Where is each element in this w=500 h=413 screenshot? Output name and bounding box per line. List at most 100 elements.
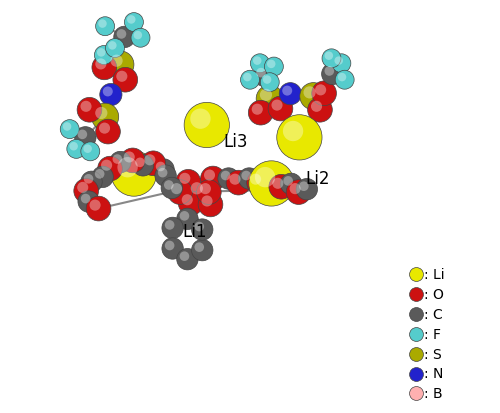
Circle shape [268,96,293,121]
Circle shape [98,19,106,28]
Circle shape [253,56,262,65]
Circle shape [334,56,343,65]
Circle shape [135,157,145,167]
Circle shape [311,101,322,112]
Circle shape [182,194,193,205]
Circle shape [110,55,122,67]
Text: Li3: Li3 [223,133,248,151]
Circle shape [164,180,173,190]
Circle shape [180,211,190,221]
Circle shape [277,115,322,160]
Circle shape [132,154,154,176]
Circle shape [200,166,226,191]
Circle shape [63,122,72,131]
Circle shape [256,68,266,77]
Circle shape [184,102,230,147]
Circle shape [113,67,138,92]
Circle shape [110,151,131,173]
Circle shape [92,55,116,80]
Circle shape [84,174,94,184]
Circle shape [74,178,98,203]
Text: Li1: Li1 [182,223,206,242]
Circle shape [260,89,272,101]
Circle shape [165,241,174,250]
Circle shape [304,86,316,98]
Circle shape [100,83,122,106]
Circle shape [192,219,213,240]
Circle shape [179,173,190,184]
Circle shape [95,169,104,179]
Circle shape [84,145,92,153]
Circle shape [240,70,260,89]
Circle shape [192,240,213,261]
Circle shape [202,195,212,206]
Circle shape [187,178,214,206]
Circle shape [112,154,122,164]
Circle shape [204,169,215,180]
Circle shape [242,171,251,180]
Circle shape [256,85,283,112]
Circle shape [178,191,203,216]
Circle shape [92,166,114,188]
Circle shape [196,180,221,204]
Circle shape [248,100,273,125]
Legend: : Li, : O, : C, : F, : S, : N, : B: : Li, : O, : C, : F, : S, : N, : B [406,264,449,406]
Circle shape [168,180,192,204]
Circle shape [190,182,203,195]
Circle shape [200,183,211,194]
Circle shape [312,81,336,106]
Circle shape [156,161,166,171]
Circle shape [176,208,198,230]
Circle shape [116,71,128,82]
Circle shape [86,196,111,221]
Circle shape [272,100,282,111]
Circle shape [112,151,156,196]
Circle shape [101,159,112,171]
Circle shape [226,170,251,195]
Circle shape [97,48,106,57]
Circle shape [252,104,263,115]
Circle shape [250,173,261,185]
Circle shape [221,171,230,180]
Circle shape [81,194,90,203]
Circle shape [90,199,101,211]
Circle shape [162,238,184,259]
Circle shape [296,178,318,200]
Circle shape [95,107,108,119]
Circle shape [264,57,283,76]
Circle shape [290,183,300,194]
Circle shape [246,170,272,195]
Circle shape [134,31,142,39]
Circle shape [74,127,96,148]
Circle shape [120,148,145,173]
Circle shape [249,161,294,206]
Circle shape [230,173,240,185]
Circle shape [283,121,303,141]
Circle shape [255,167,276,188]
Circle shape [155,165,176,186]
Circle shape [272,178,283,189]
Circle shape [308,97,332,122]
Text: Li2: Li2 [306,170,330,188]
Circle shape [335,70,354,89]
Circle shape [124,152,135,162]
Circle shape [80,101,92,112]
Circle shape [106,38,124,57]
Circle shape [315,84,326,95]
Circle shape [81,171,102,192]
Circle shape [103,86,113,96]
Circle shape [324,66,334,76]
Circle shape [96,58,106,69]
Circle shape [77,97,102,122]
Circle shape [243,73,252,81]
Circle shape [67,140,86,158]
Circle shape [190,109,210,129]
Circle shape [300,83,327,110]
Circle shape [162,217,184,239]
Circle shape [77,182,88,193]
Circle shape [284,176,293,186]
Circle shape [108,41,116,50]
Circle shape [180,252,190,261]
Circle shape [194,242,204,252]
Circle shape [267,59,276,68]
